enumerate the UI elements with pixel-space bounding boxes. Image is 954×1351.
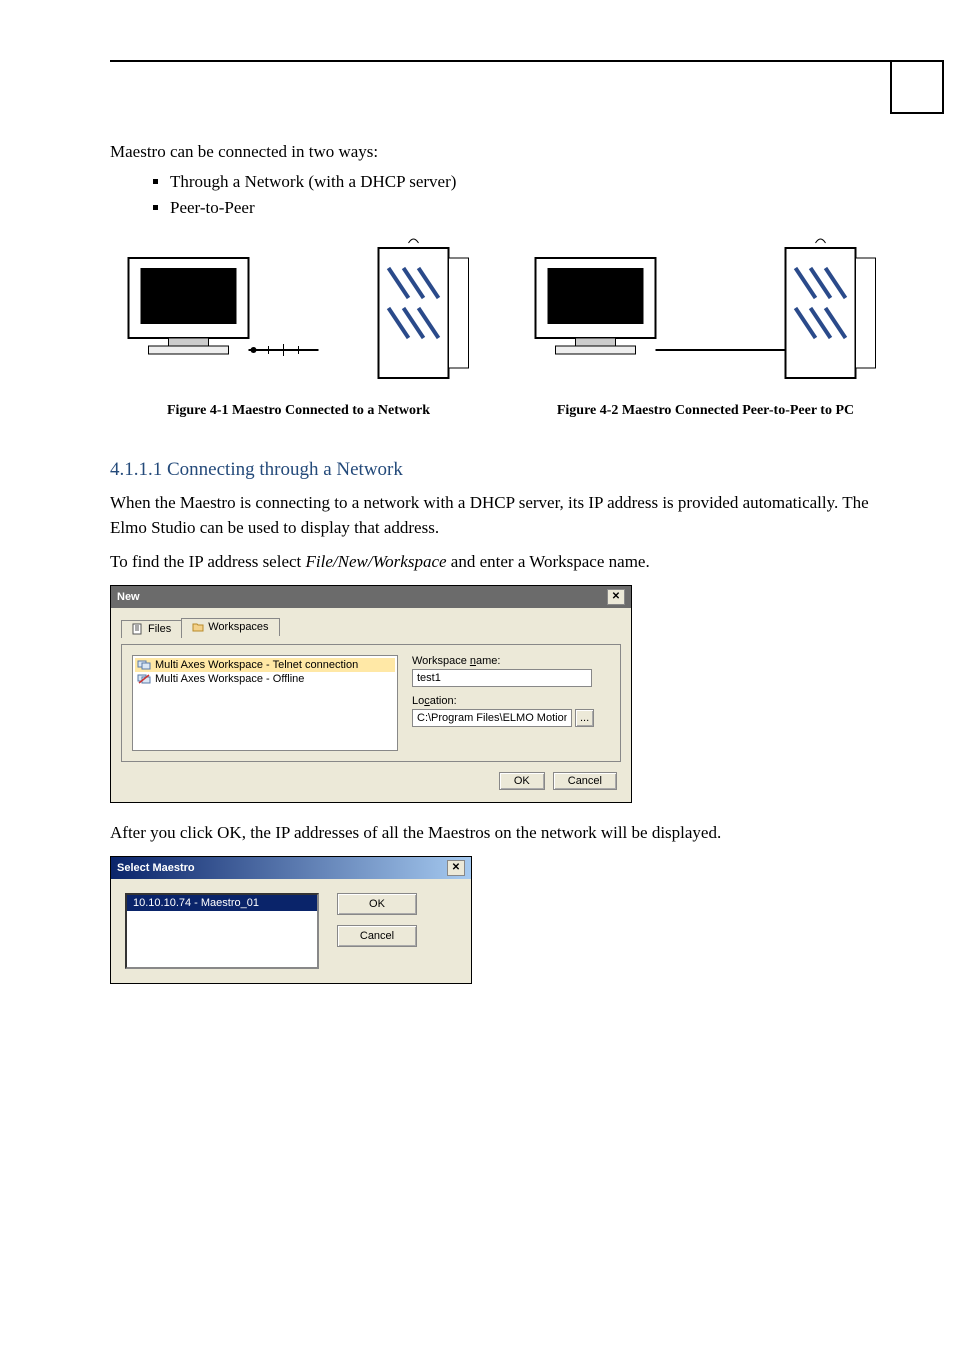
cancel-button[interactable]: Cancel <box>337 925 417 947</box>
list-item-label: Multi Axes Workspace - Telnet connection <box>155 659 358 671</box>
section-heading: 4.1.1.1 Connecting through a Network <box>110 459 894 481</box>
cancel-button[interactable]: Cancel <box>553 772 617 790</box>
intro-text: Maestro can be connected in two ways: <box>110 142 894 162</box>
dialog-title: New <box>117 591 140 603</box>
tab-panel: Multi Axes Workspace - Telnet connection… <box>121 644 621 762</box>
figure-caption-1: Figure 4-1 Maestro Connected to a Networ… <box>110 403 487 419</box>
location-input[interactable] <box>412 709 572 727</box>
workspace-name-input[interactable] <box>412 669 592 687</box>
browse-button[interactable]: ... <box>575 709 594 727</box>
workspace-icon <box>137 673 151 685</box>
diagram-peer <box>517 238 894 393</box>
dialog-titlebar[interactable]: Select Maestro ✕ <box>111 857 471 879</box>
dialog-button-column: OK Cancel <box>337 893 417 947</box>
connection-modes-list: Through a Network (with a DHCP server) P… <box>170 172 894 218</box>
ok-button[interactable]: OK <box>337 893 417 915</box>
workspace-icon <box>137 659 151 671</box>
close-icon[interactable]: ✕ <box>607 589 625 605</box>
accelerator-key: c <box>424 695 430 707</box>
list-item: Peer-to-Peer <box>170 198 894 218</box>
caption-row: Figure 4-1 Maestro Connected to a Networ… <box>110 403 894 419</box>
list-item[interactable]: Multi Axes Workspace - Offline <box>135 672 395 686</box>
diagram-row <box>110 238 894 393</box>
dialog-title: Select Maestro <box>117 862 195 874</box>
tab-label: Files <box>148 623 171 635</box>
close-icon[interactable]: ✕ <box>447 860 465 876</box>
tab-label: Workspaces <box>208 621 268 633</box>
new-dialog: New ✕ Files Workspaces Multi Axes Worksp <box>110 585 632 803</box>
header-rule <box>110 60 894 62</box>
paragraph: When the Maestro is connecting to a netw… <box>110 491 894 540</box>
location-label: Location: <box>412 695 610 707</box>
list-item: Through a Network (with a DHCP server) <box>170 172 894 192</box>
text-span: To find the IP address select <box>110 552 306 571</box>
workspace-name-label: Workspace name: <box>412 655 610 667</box>
figure-caption-2: Figure 4-2 Maestro Connected Peer-to-Pee… <box>517 403 894 419</box>
menu-path-italic: File/New/Workspace <box>306 552 447 571</box>
tab-strip: Files Workspaces <box>121 618 621 636</box>
list-item[interactable]: 10.10.10.74 - Maestro_01 <box>127 895 317 911</box>
select-maestro-dialog: Select Maestro ✕ 10.10.10.74 - Maestro_0… <box>110 856 472 984</box>
workspace-fields: Workspace name: Location: ... <box>412 655 610 751</box>
paragraph: After you click OK, the IP addresses of … <box>110 821 894 846</box>
workspace-type-list[interactable]: Multi Axes Workspace - Telnet connection… <box>132 655 398 751</box>
paragraph: To find the IP address select File/New/W… <box>110 550 894 575</box>
dialog-titlebar[interactable]: New ✕ <box>111 586 631 608</box>
list-item-label: Multi Axes Workspace - Offline <box>155 673 304 685</box>
header-corner-box <box>890 60 944 114</box>
diagram-network <box>110 238 487 393</box>
tab-workspaces[interactable]: Workspaces <box>181 618 279 636</box>
file-icon <box>132 623 144 635</box>
list-item[interactable]: Multi Axes Workspace - Telnet connection <box>135 658 395 672</box>
text-span: and enter a Workspace name. <box>447 552 650 571</box>
maestro-list[interactable]: 10.10.10.74 - Maestro_01 <box>125 893 319 969</box>
tab-files[interactable]: Files <box>121 620 182 638</box>
ok-button[interactable]: OK <box>499 772 545 790</box>
dialog-button-row: OK Cancel <box>121 772 621 790</box>
accelerator-key: n <box>470 655 476 667</box>
folder-icon <box>192 621 204 633</box>
